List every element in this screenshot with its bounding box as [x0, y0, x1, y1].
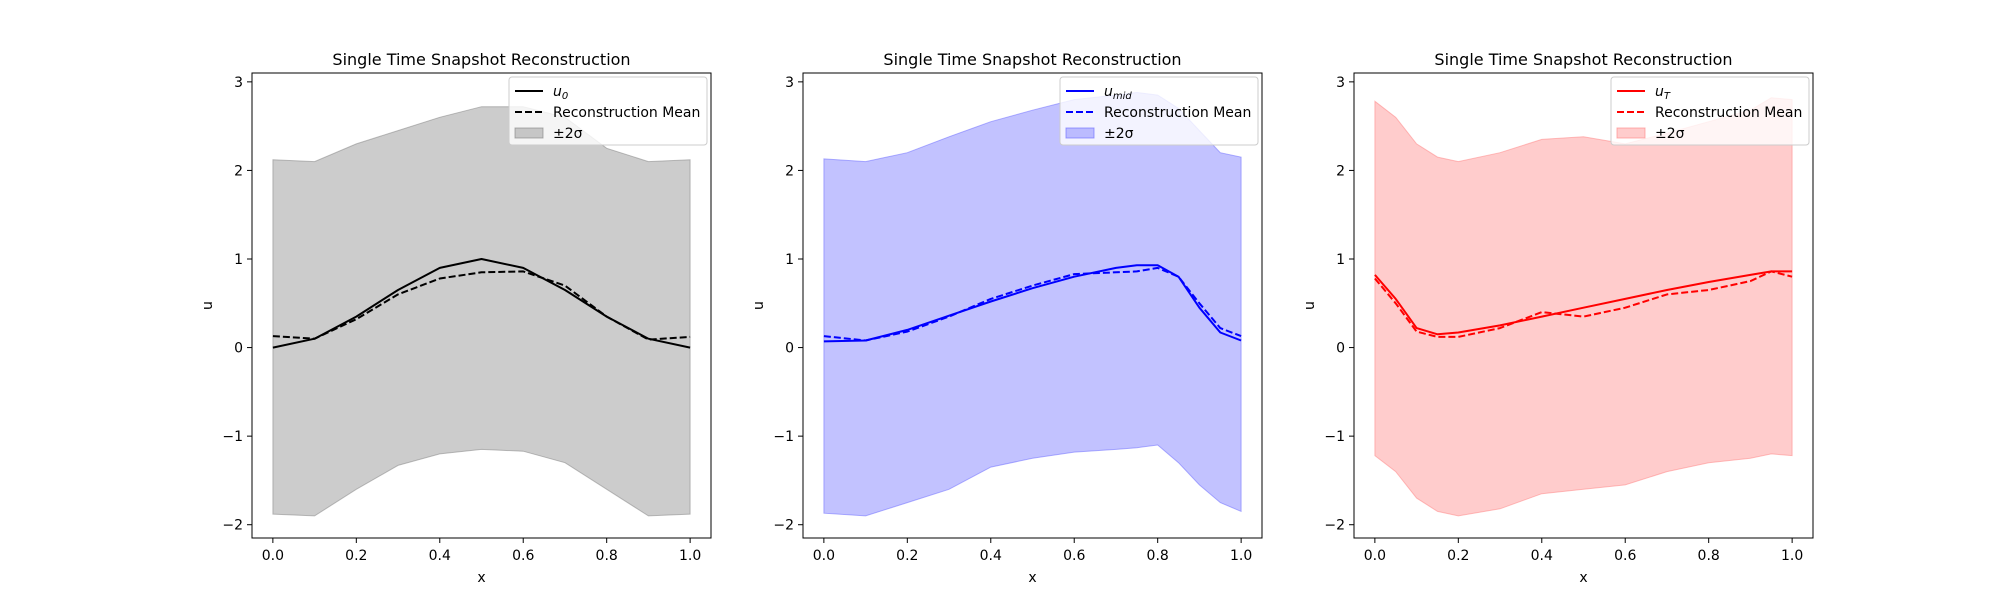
x-tick-label: 0.0	[1364, 548, 1386, 564]
x-tick-label: 1.0	[1781, 548, 1803, 564]
y-axis-label: u	[751, 301, 767, 310]
legend-swatch-band	[514, 127, 544, 139]
y-tick-label: −1	[1324, 429, 1345, 445]
y-tick-label: −2	[222, 518, 243, 534]
x-tick-label: 0.8	[1698, 548, 1720, 564]
axes-frame	[251, 72, 712, 539]
x-tick-label: 0.6	[512, 548, 534, 564]
true-solution-line	[1374, 270, 1793, 336]
chart-title: Single Time Snapshot Reconstruction	[1434, 50, 1732, 69]
reconstruction-mean-line	[823, 266, 1242, 342]
y-tick-label: 3	[785, 75, 794, 91]
x-tick-label: 0.4	[1531, 548, 1553, 564]
y-tick-label: 2	[234, 163, 243, 179]
x-tick-label: 0.8	[1147, 548, 1169, 564]
chart-title: Single Time Snapshot Reconstruction	[883, 50, 1181, 69]
x-tick-label: 0.0	[813, 548, 835, 564]
x-tick-label: 0.4	[429, 548, 451, 564]
x-axis-label: x	[1028, 570, 1036, 586]
y-tick-label: 1	[234, 252, 243, 268]
y-tick-label: 2	[785, 163, 794, 179]
y-tick-label: 3	[1336, 75, 1345, 91]
confidence-band	[272, 106, 691, 517]
x-axis-label: x	[1579, 570, 1587, 586]
confidence-band	[823, 91, 1242, 517]
x-tick-label: 0.2	[1447, 548, 1469, 564]
reconstruction-mean-line	[1374, 270, 1793, 338]
legend-swatch-band	[1616, 127, 1646, 139]
axes-frame	[1353, 72, 1814, 539]
legend-box	[1610, 76, 1810, 146]
y-tick-label: −1	[773, 429, 794, 445]
x-tick-label: 0.0	[262, 548, 284, 564]
legend-label: ±2σ	[1655, 126, 1685, 142]
legend-label: Reconstruction Mean	[1104, 105, 1251, 121]
x-tick-label: 0.8	[596, 548, 618, 564]
y-axis-label: u	[1302, 301, 1318, 310]
legend-label: Reconstruction Mean	[553, 105, 700, 121]
reconstruction-mean-line	[272, 270, 691, 341]
chart-panel-3: 0.0 0.2 0.4 0.6 0.8 1.0 −2 −1 0 1 2 3 Single Time Sn…	[1302, 50, 1814, 586]
y-tick-label: 1	[1336, 252, 1345, 268]
y-axis-label: u	[200, 301, 216, 310]
x-tick-label: 0.2	[896, 548, 918, 564]
y-tick-label: 1	[785, 252, 794, 268]
y-tick-label: 0	[785, 341, 794, 357]
legend-box	[508, 76, 708, 146]
x-tick-label: 1.0	[679, 548, 701, 564]
y-tick-label: −1	[222, 429, 243, 445]
legend-label: ±2σ	[1104, 126, 1134, 142]
chart-panel-1: 0.0 0.2 0.4 0.6 0.8 1.0 −2 −1 0 1 2 3 Single Time Sn…	[200, 50, 712, 586]
x-tick-label: 0.6	[1614, 548, 1636, 564]
legend-box	[1059, 76, 1259, 146]
x-tick-label: 0.6	[1063, 548, 1085, 564]
axes-frame	[802, 72, 1263, 539]
x-tick-label: 0.4	[980, 548, 1002, 564]
y-tick-label: 0	[234, 341, 243, 357]
legend-label: Reconstruction Mean	[1655, 105, 1802, 121]
x-axis-label: x	[477, 570, 485, 586]
x-tick-label: 0.2	[345, 548, 367, 564]
y-tick-label: −2	[1324, 518, 1345, 534]
chart-title: Single Time Snapshot Reconstruction	[332, 50, 630, 69]
y-tick-label: 3	[234, 75, 243, 91]
legend-label: ±2σ	[553, 126, 583, 142]
y-tick-label: 0	[1336, 341, 1345, 357]
y-tick-label: −2	[773, 518, 794, 534]
y-tick-label: 2	[1336, 163, 1345, 179]
x-tick-label: 1.0	[1230, 548, 1252, 564]
legend-swatch-band	[1065, 127, 1095, 139]
chart-panel-2: 0.0 0.2 0.4 0.6 0.8 1.0 −2 −1 0 1 2 3 Single Time Sn…	[751, 50, 1263, 586]
